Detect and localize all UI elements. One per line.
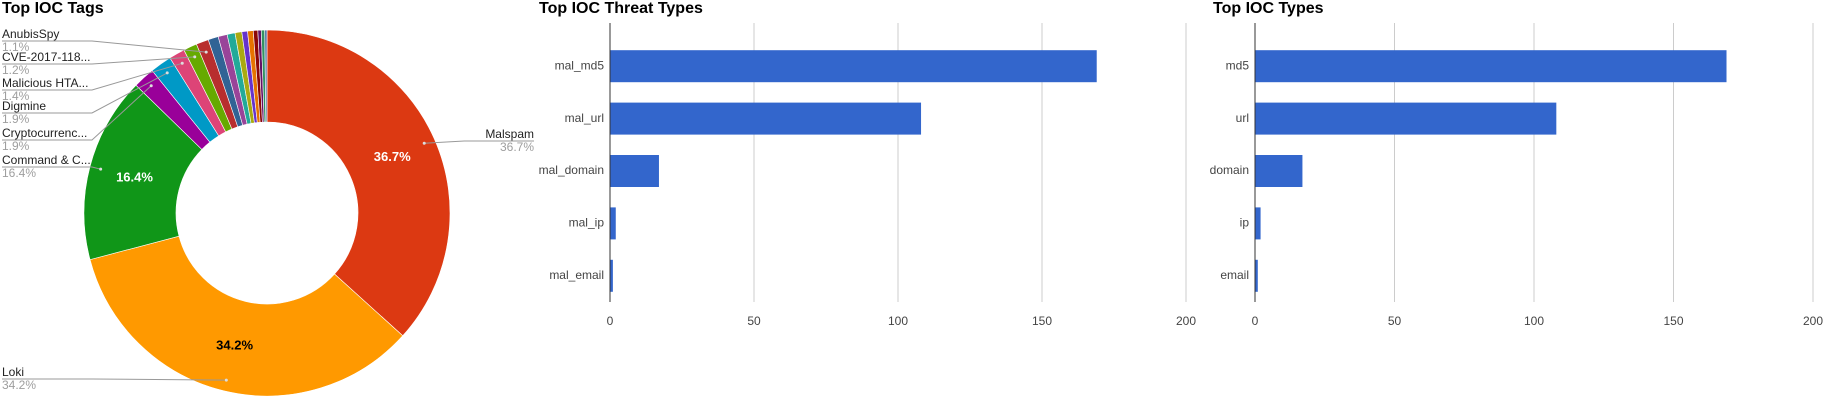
legend-value: 36.7% xyxy=(500,140,534,154)
bar xyxy=(610,50,1097,83)
y-tick-label: domain xyxy=(1210,163,1249,177)
pie-slice xyxy=(83,84,203,260)
bar xyxy=(610,207,616,240)
leader-line xyxy=(2,378,227,381)
legend-label: Loki xyxy=(2,365,24,379)
slice-label: 34.2% xyxy=(216,338,253,353)
slice-label: 16.4% xyxy=(116,170,153,185)
leader-line xyxy=(2,62,183,91)
legend-value: 1.2% xyxy=(2,63,30,77)
bar xyxy=(1255,207,1261,240)
leader-dot xyxy=(99,167,103,171)
leader-line xyxy=(424,140,534,144)
leader-line xyxy=(2,40,207,53)
bar xyxy=(1255,259,1258,292)
bar xyxy=(610,259,613,292)
y-tick-label: mal_ip xyxy=(569,216,605,230)
legend-label: Digmine xyxy=(2,99,46,113)
chart-title: Top IOC Threat Types xyxy=(539,0,703,17)
y-tick-label: mal_url xyxy=(565,111,604,125)
pie-slice xyxy=(89,235,404,397)
x-tick-label: 100 xyxy=(888,314,908,328)
x-tick-label: 0 xyxy=(607,314,614,328)
legend-label: Cryptocurrenc... xyxy=(2,126,87,140)
legend-label: Malicious HTA... xyxy=(2,76,88,90)
legend-value: 1.9% xyxy=(2,112,30,126)
x-tick-label: 150 xyxy=(1032,314,1052,328)
leader-dot xyxy=(224,378,228,382)
leader-dot xyxy=(165,71,169,75)
x-tick-label: 100 xyxy=(1524,314,1544,328)
legend-label: CVE-2017-118... xyxy=(2,50,91,64)
legend-value: 1.9% xyxy=(2,139,30,153)
leader-line xyxy=(2,56,195,65)
y-tick-label: ip xyxy=(1240,216,1250,230)
bar xyxy=(1255,155,1303,187)
legend-value: 16.4% xyxy=(2,166,36,180)
leader-dot xyxy=(204,50,208,54)
legend-value: 34.2% xyxy=(2,378,36,392)
leader-line xyxy=(2,166,101,170)
x-tick-label: 150 xyxy=(1663,314,1683,328)
leader-dot xyxy=(180,61,184,65)
x-tick-label: 0 xyxy=(1252,314,1259,328)
x-tick-label: 200 xyxy=(1803,314,1823,328)
bar xyxy=(610,155,659,187)
leader-dot xyxy=(422,141,426,145)
pie-slice xyxy=(266,29,451,337)
bar xyxy=(610,102,922,135)
chart-title: Top IOC Tags xyxy=(2,0,104,17)
legend-value: 1.4% xyxy=(2,89,30,103)
bar xyxy=(1255,102,1557,135)
leader-line xyxy=(2,85,152,141)
chart-title: Top IOC Types xyxy=(1213,0,1324,17)
y-tick-label: mal_domain xyxy=(539,163,604,177)
x-tick-label: 200 xyxy=(1176,314,1196,328)
pie-slice xyxy=(264,29,268,123)
legend-value: 1.1% xyxy=(2,40,30,54)
legend-label: AnubisSpy xyxy=(2,27,59,41)
legend-label: Malspam xyxy=(485,127,534,141)
x-tick-label: 50 xyxy=(1388,314,1402,328)
leader-dot xyxy=(149,84,153,88)
y-tick-label: mal_md5 xyxy=(555,58,605,72)
x-tick-label: 50 xyxy=(747,314,761,328)
slice-label: 36.7% xyxy=(374,149,411,164)
legend-label: Command & C... xyxy=(2,153,91,167)
leader-dot xyxy=(193,55,197,59)
bar xyxy=(1255,50,1727,83)
y-tick-label: mal_email xyxy=(549,268,604,282)
y-tick-label: url xyxy=(1236,111,1249,125)
y-tick-label: email xyxy=(1220,268,1249,282)
y-tick-label: md5 xyxy=(1226,58,1250,72)
leader-line xyxy=(2,72,168,114)
